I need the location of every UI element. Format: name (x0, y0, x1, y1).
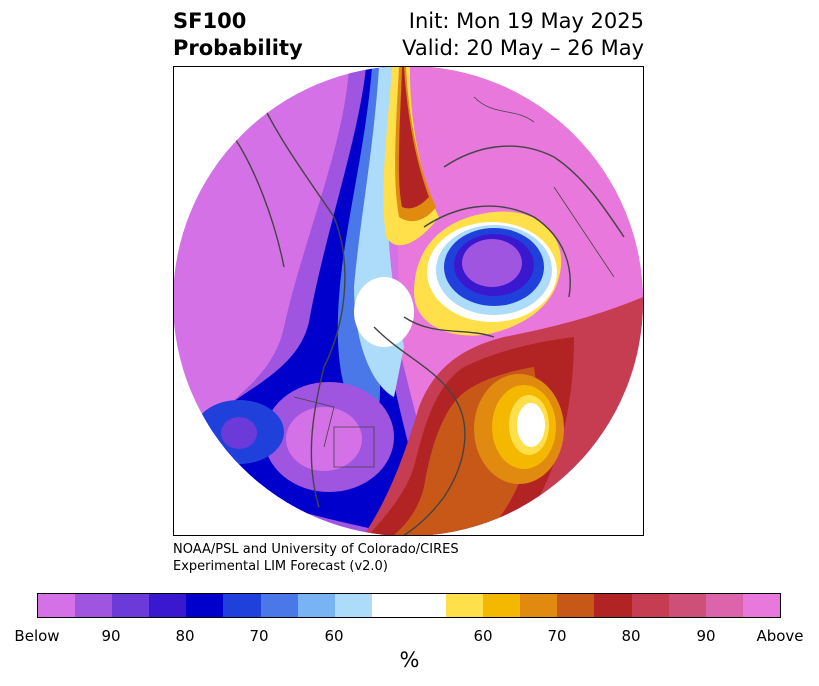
colorbar-swatch (742, 594, 780, 617)
colorbar-swatch (631, 594, 669, 617)
colorbar-swatch (594, 594, 632, 617)
colorbar-tick-label: 70 (249, 627, 269, 645)
title-init-date: Init: Mon 19 May 2025 (408, 9, 644, 33)
colorbar-swatch (223, 594, 261, 617)
colorbar-swatch (149, 594, 187, 617)
credit-organization: NOAA/PSL and University of Colorado/CIRE… (173, 542, 459, 557)
map-title-right: Init: Mon 19 May 2025 Valid: 20 May – 26… (402, 8, 644, 62)
colorbar-tick-label: 80 (175, 627, 195, 645)
colorbar-tick-label: 60 (324, 627, 344, 645)
forecast-map (173, 66, 644, 536)
colorbar-swatch (297, 594, 335, 617)
data-credit: NOAA/PSL and University of Colorado/CIRE… (173, 541, 459, 575)
colorbar-tick-label: Above (756, 627, 804, 645)
colorbar-tick-label: Below (14, 627, 60, 645)
title-valid-range: Valid: 20 May – 26 May (402, 36, 644, 60)
title-variable: SF100 (173, 9, 247, 33)
colorbar-unit-label: % (399, 648, 420, 672)
colorbar-tick-label: 70 (547, 627, 567, 645)
colorbar-ticks: Below 90 80 70 60 60 70 80 90 Above (0, 627, 819, 647)
colorbar-swatch (483, 594, 521, 617)
colorbar-swatch (186, 594, 224, 617)
colorbar-swatch (408, 594, 447, 617)
map-title-left: SF100 Probability (173, 8, 303, 62)
title-product: Probability (173, 36, 303, 60)
colorbar-swatch (557, 594, 595, 617)
colorbar-swatch (668, 594, 706, 617)
colorbar-tick-label: 90 (696, 627, 716, 645)
colorbar-tick-label: 60 (473, 627, 493, 645)
colorbar-swatch (446, 594, 484, 617)
colorbar-swatch (334, 594, 372, 617)
colorbar-swatch (112, 594, 150, 617)
colorbar-swatch (38, 594, 76, 617)
colorbar-swatch (371, 594, 409, 617)
colorbar-swatch (520, 594, 558, 617)
probability-map-svg (174, 67, 643, 535)
colorbar-swatch (705, 594, 743, 617)
credit-product: Experimental LIM Forecast (v2.0) (173, 559, 388, 574)
colorbar-tick-label: 90 (101, 627, 121, 645)
colorbar (37, 593, 781, 618)
colorbar-tick-label: 80 (621, 627, 641, 645)
colorbar-swatch (260, 594, 298, 617)
colorbar-swatch (75, 594, 113, 617)
